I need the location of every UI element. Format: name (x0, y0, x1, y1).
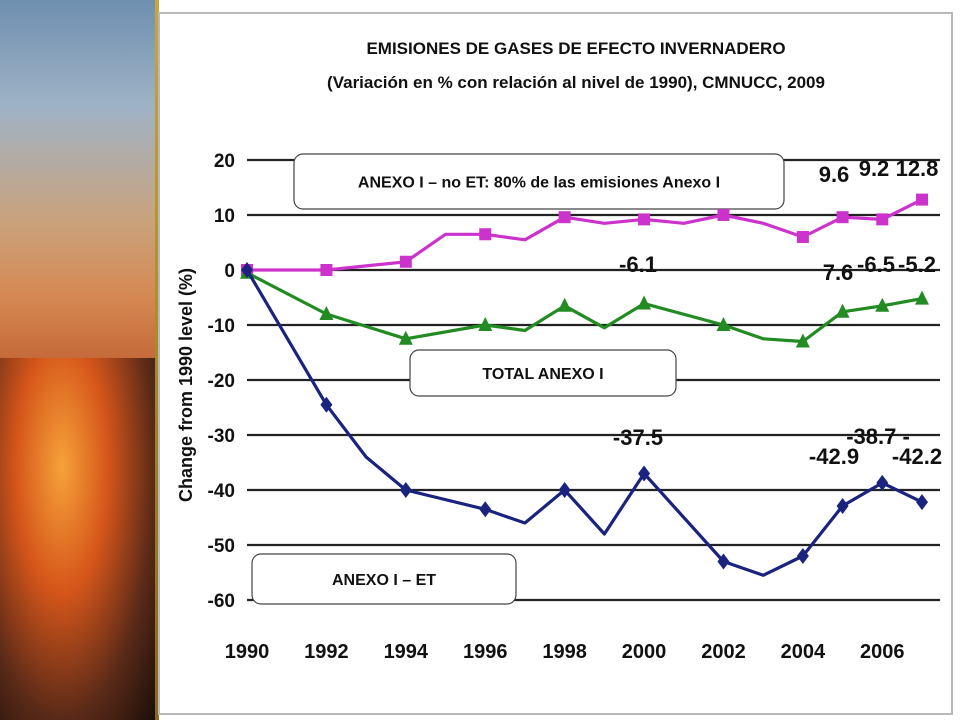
total-value: -6.5 (857, 252, 895, 277)
series-marker-square (320, 264, 333, 276)
series-marker-diamond (916, 494, 928, 511)
value-annotations: 9.6 9.2 12.8 -6.1 7.6 -6.5 -5.2 -37.5 -42.9-38.7… (613, 156, 942, 469)
y-tick-label: 10 (214, 206, 235, 227)
x-tick-label: 1996 (463, 641, 508, 663)
x-tick-label: 2006 (860, 641, 905, 663)
series-marker-diamond (558, 482, 571, 498)
series-marker-triangle (478, 317, 493, 331)
series-marker-triangle (319, 306, 334, 320)
series-marker-square (638, 213, 651, 226)
series-line-1 (246, 271, 923, 344)
et-value: -42.9 (809, 444, 859, 469)
chart-title: EMISIONES DE GASES DE EFECTO INVERNADERO (366, 39, 785, 58)
et-value: -37.5 (613, 425, 663, 450)
x-tick-labels: 1990 1992 1994 1996 1998 2000 2002 2004 2006 (225, 641, 905, 663)
x-tick-label: 1992 (304, 641, 349, 663)
total-value: 7.6 (823, 260, 854, 285)
series-marker-square (399, 255, 412, 268)
series-marker-diamond (320, 396, 333, 413)
y-tick-label: 0 (224, 261, 235, 282)
emissions-line-chart: EMISIONES DE GASES DE EFECTO INVERNADERO… (176, 39, 942, 663)
no-et-label-text: ANEXO I – no ET: 80% de las emisiones An… (358, 174, 720, 191)
y-tick-label: -30 (208, 426, 235, 447)
no-et-value: 12.8 (896, 156, 939, 181)
series-marker-square (479, 228, 492, 241)
series-marker-triangle (795, 333, 810, 348)
series-line-0 (247, 198, 923, 272)
series-marker-diamond (479, 501, 492, 518)
series-marker-diamond (399, 482, 412, 498)
series-marker-triangle (398, 330, 413, 345)
et-label-text: ANEXO I – ET (332, 572, 436, 589)
series-marker-square (717, 209, 730, 221)
et-label-box (251, 553, 517, 605)
x-tick-label: 1998 (542, 641, 587, 663)
no-et-value: 9.2 (859, 156, 890, 181)
x-tick-label: 2002 (701, 641, 746, 663)
series-marker-diamond (836, 497, 849, 514)
y-tick-label: 20 (214, 151, 235, 172)
gold-divider (155, 0, 159, 720)
series-marker-square (916, 193, 928, 206)
y-tick-label: -20 (208, 371, 235, 392)
series-marker-square (876, 213, 889, 226)
no-et-value: 9.6 (819, 162, 850, 187)
x-tick-label: 2000 (622, 641, 667, 663)
side-photo-strip (0, 0, 155, 720)
et-value: -38.7 - (846, 424, 910, 449)
total-value: -5.2 (898, 252, 936, 277)
x-tick-label: 2004 (781, 641, 826, 663)
series-lines (240, 193, 929, 577)
series-marker-square (836, 211, 849, 224)
x-tick-label: 1994 (384, 641, 429, 663)
series-marker-triangle (557, 297, 572, 312)
y-tick-labels: 20 10 0 -10 -20 -30 -40 -50 -60 (208, 151, 235, 612)
et-value: -42.2 (892, 444, 942, 469)
y-tick-label: -40 (208, 481, 235, 502)
chart-subtitle: (Variación en % con relación al nivel de… (327, 73, 825, 92)
series-marker-diamond (241, 262, 253, 278)
total-label-text: TOTAL ANEXO I (482, 366, 603, 383)
y-tick-label: -50 (208, 536, 235, 557)
series-marker-triangle (835, 303, 850, 318)
total-label-box (409, 349, 677, 397)
series-marker-triangle (915, 290, 929, 305)
series-marker-diamond (638, 465, 651, 482)
series-marker-triangle (875, 297, 890, 312)
x-tick-label: 1990 (225, 641, 270, 663)
no-et-label-box (293, 153, 785, 210)
series-marker-diamond (796, 548, 809, 564)
series-marker-square (558, 211, 571, 224)
series-marker-triangle (716, 317, 731, 331)
total-value: -6.1 (619, 252, 657, 277)
label-boxes: ANEXO I – no ET: 80% de las emisiones An… (251, 153, 785, 605)
y-axis-label: Change from 1990 level (%) (176, 268, 196, 502)
series-line-2 (245, 269, 923, 577)
series-marker-diamond (876, 474, 889, 491)
chart-frame: EMISIONES DE GASES DE EFECTO INVERNADERO… (158, 12, 953, 715)
y-tick-label: -60 (208, 591, 235, 612)
y-tick-label: -10 (208, 316, 235, 337)
smokestack-photo (0, 358, 155, 720)
series-marker-triangle (637, 295, 652, 310)
gas-flare-photo (0, 0, 155, 358)
series-marker-diamond (717, 553, 730, 570)
series-marker-square (796, 231, 809, 243)
